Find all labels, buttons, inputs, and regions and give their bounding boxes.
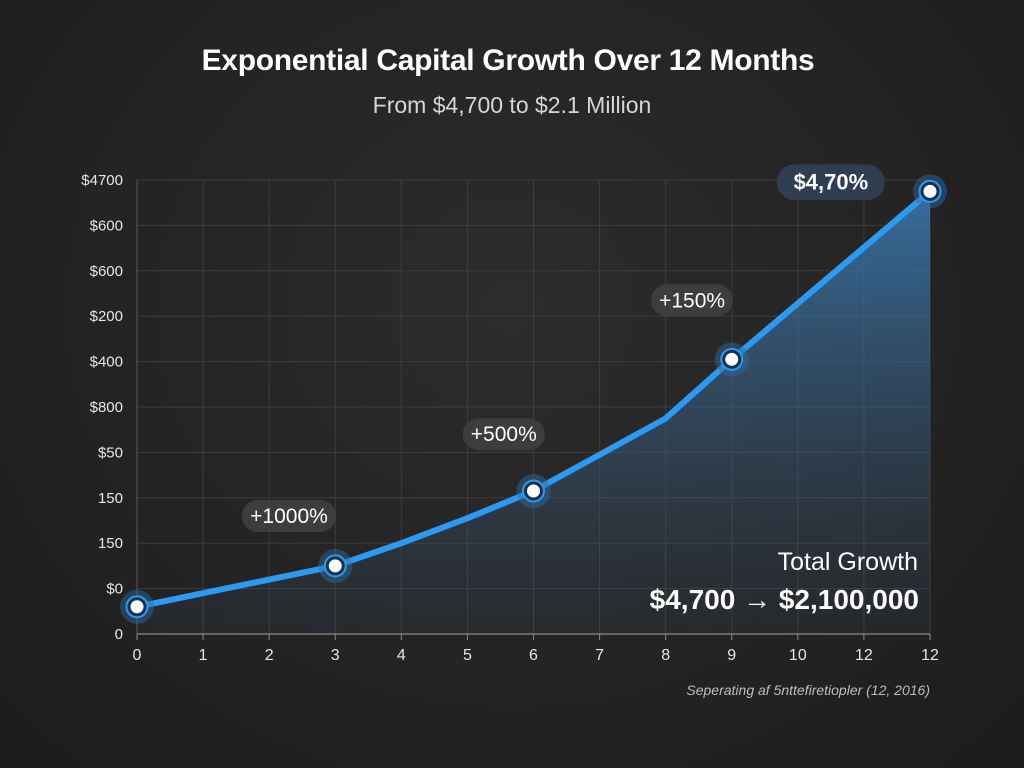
y-tick-label: 0 [115,626,123,643]
markers [120,174,947,624]
total-growth-label: Total Growth [777,548,918,576]
x-tick-label: 3 [331,647,340,664]
capital-line [134,188,933,610]
x-tick-label: 0 [133,647,142,664]
data-point [725,352,739,366]
annotations: +1000% +500% +150% $4,70% [241,164,885,532]
chart-title: Exponential Capital Growth Over 12 Month… [201,44,815,77]
y-tick-label: $600 [90,263,123,280]
y-tick-label: $200 [90,308,123,325]
x-tick-label: 4 [397,647,406,664]
y-tick-label: $0 [106,581,123,598]
chart-subtitle: From $4,700 to $2.1 Million [372,92,652,118]
x-tick-label: 9 [727,647,736,664]
data-point [130,600,144,614]
total-growth-value: $4,700 → $2,100,000 [649,584,919,615]
x-tick-label: 12 [921,647,939,664]
y-tick-label: $600 [90,217,123,234]
area-fill [137,191,930,634]
annotation-badge [241,499,336,532]
annotation-badge [651,284,734,317]
x-tick-label: 8 [661,647,670,664]
data-point [527,484,540,498]
y-tick-label: 150 [98,535,123,552]
y-tick-label: $800 [90,399,123,416]
area-under-curve [137,191,930,634]
y-tick-label: 150 [98,490,123,507]
x-tick-label: 10 [789,647,807,664]
x-tick-label: 6 [529,647,538,664]
annotation-badge [462,418,545,451]
x-tick-label: 12 [855,647,873,664]
annotation-label: +1000% [250,505,328,528]
data-point [328,559,342,573]
data-point [923,184,937,198]
y-tick-label: $4700 [81,172,123,189]
annotation-label: +500% [471,423,537,446]
y-tick-label: $400 [90,354,123,371]
annotation-label: +150% [659,289,725,312]
x-tick-label: 5 [463,647,472,664]
x-tick-label: 1 [199,647,208,664]
annotation-badge [776,164,885,201]
series-line [134,188,933,610]
y-tick-label: $50 [98,444,123,461]
annotation-label: $4,70% [794,169,869,194]
chart-footnote: Seperating af 5nttefiretiopler (12, 2016… [686,682,930,698]
x-tick-label: 2 [265,647,274,664]
x-tick-label: 7 [595,647,604,664]
